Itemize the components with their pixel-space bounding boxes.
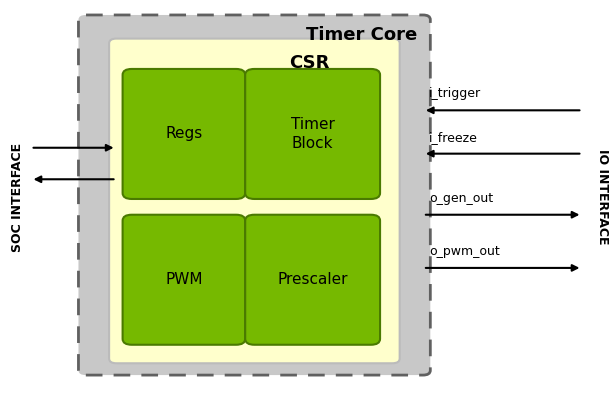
FancyBboxPatch shape: [78, 15, 430, 375]
FancyBboxPatch shape: [123, 69, 245, 199]
Text: i_freeze: i_freeze: [429, 131, 478, 144]
Text: Timer Core: Timer Core: [306, 26, 417, 45]
Text: Prescaler: Prescaler: [277, 272, 348, 287]
FancyBboxPatch shape: [123, 215, 245, 345]
Text: IO INTERFACE: IO INTERFACE: [596, 149, 609, 245]
Text: Regs: Regs: [166, 126, 202, 141]
Text: i_trigger: i_trigger: [429, 87, 481, 100]
Text: SOC INTERFACE: SOC INTERFACE: [10, 143, 24, 251]
FancyBboxPatch shape: [245, 69, 380, 199]
Text: Timer
Block: Timer Block: [291, 117, 335, 151]
FancyBboxPatch shape: [245, 215, 380, 345]
Text: CSR: CSR: [289, 54, 330, 72]
Text: o_pwm_out: o_pwm_out: [429, 245, 500, 258]
FancyBboxPatch shape: [109, 39, 400, 363]
Text: o_gen_out: o_gen_out: [429, 192, 493, 205]
Text: PWM: PWM: [165, 272, 203, 287]
